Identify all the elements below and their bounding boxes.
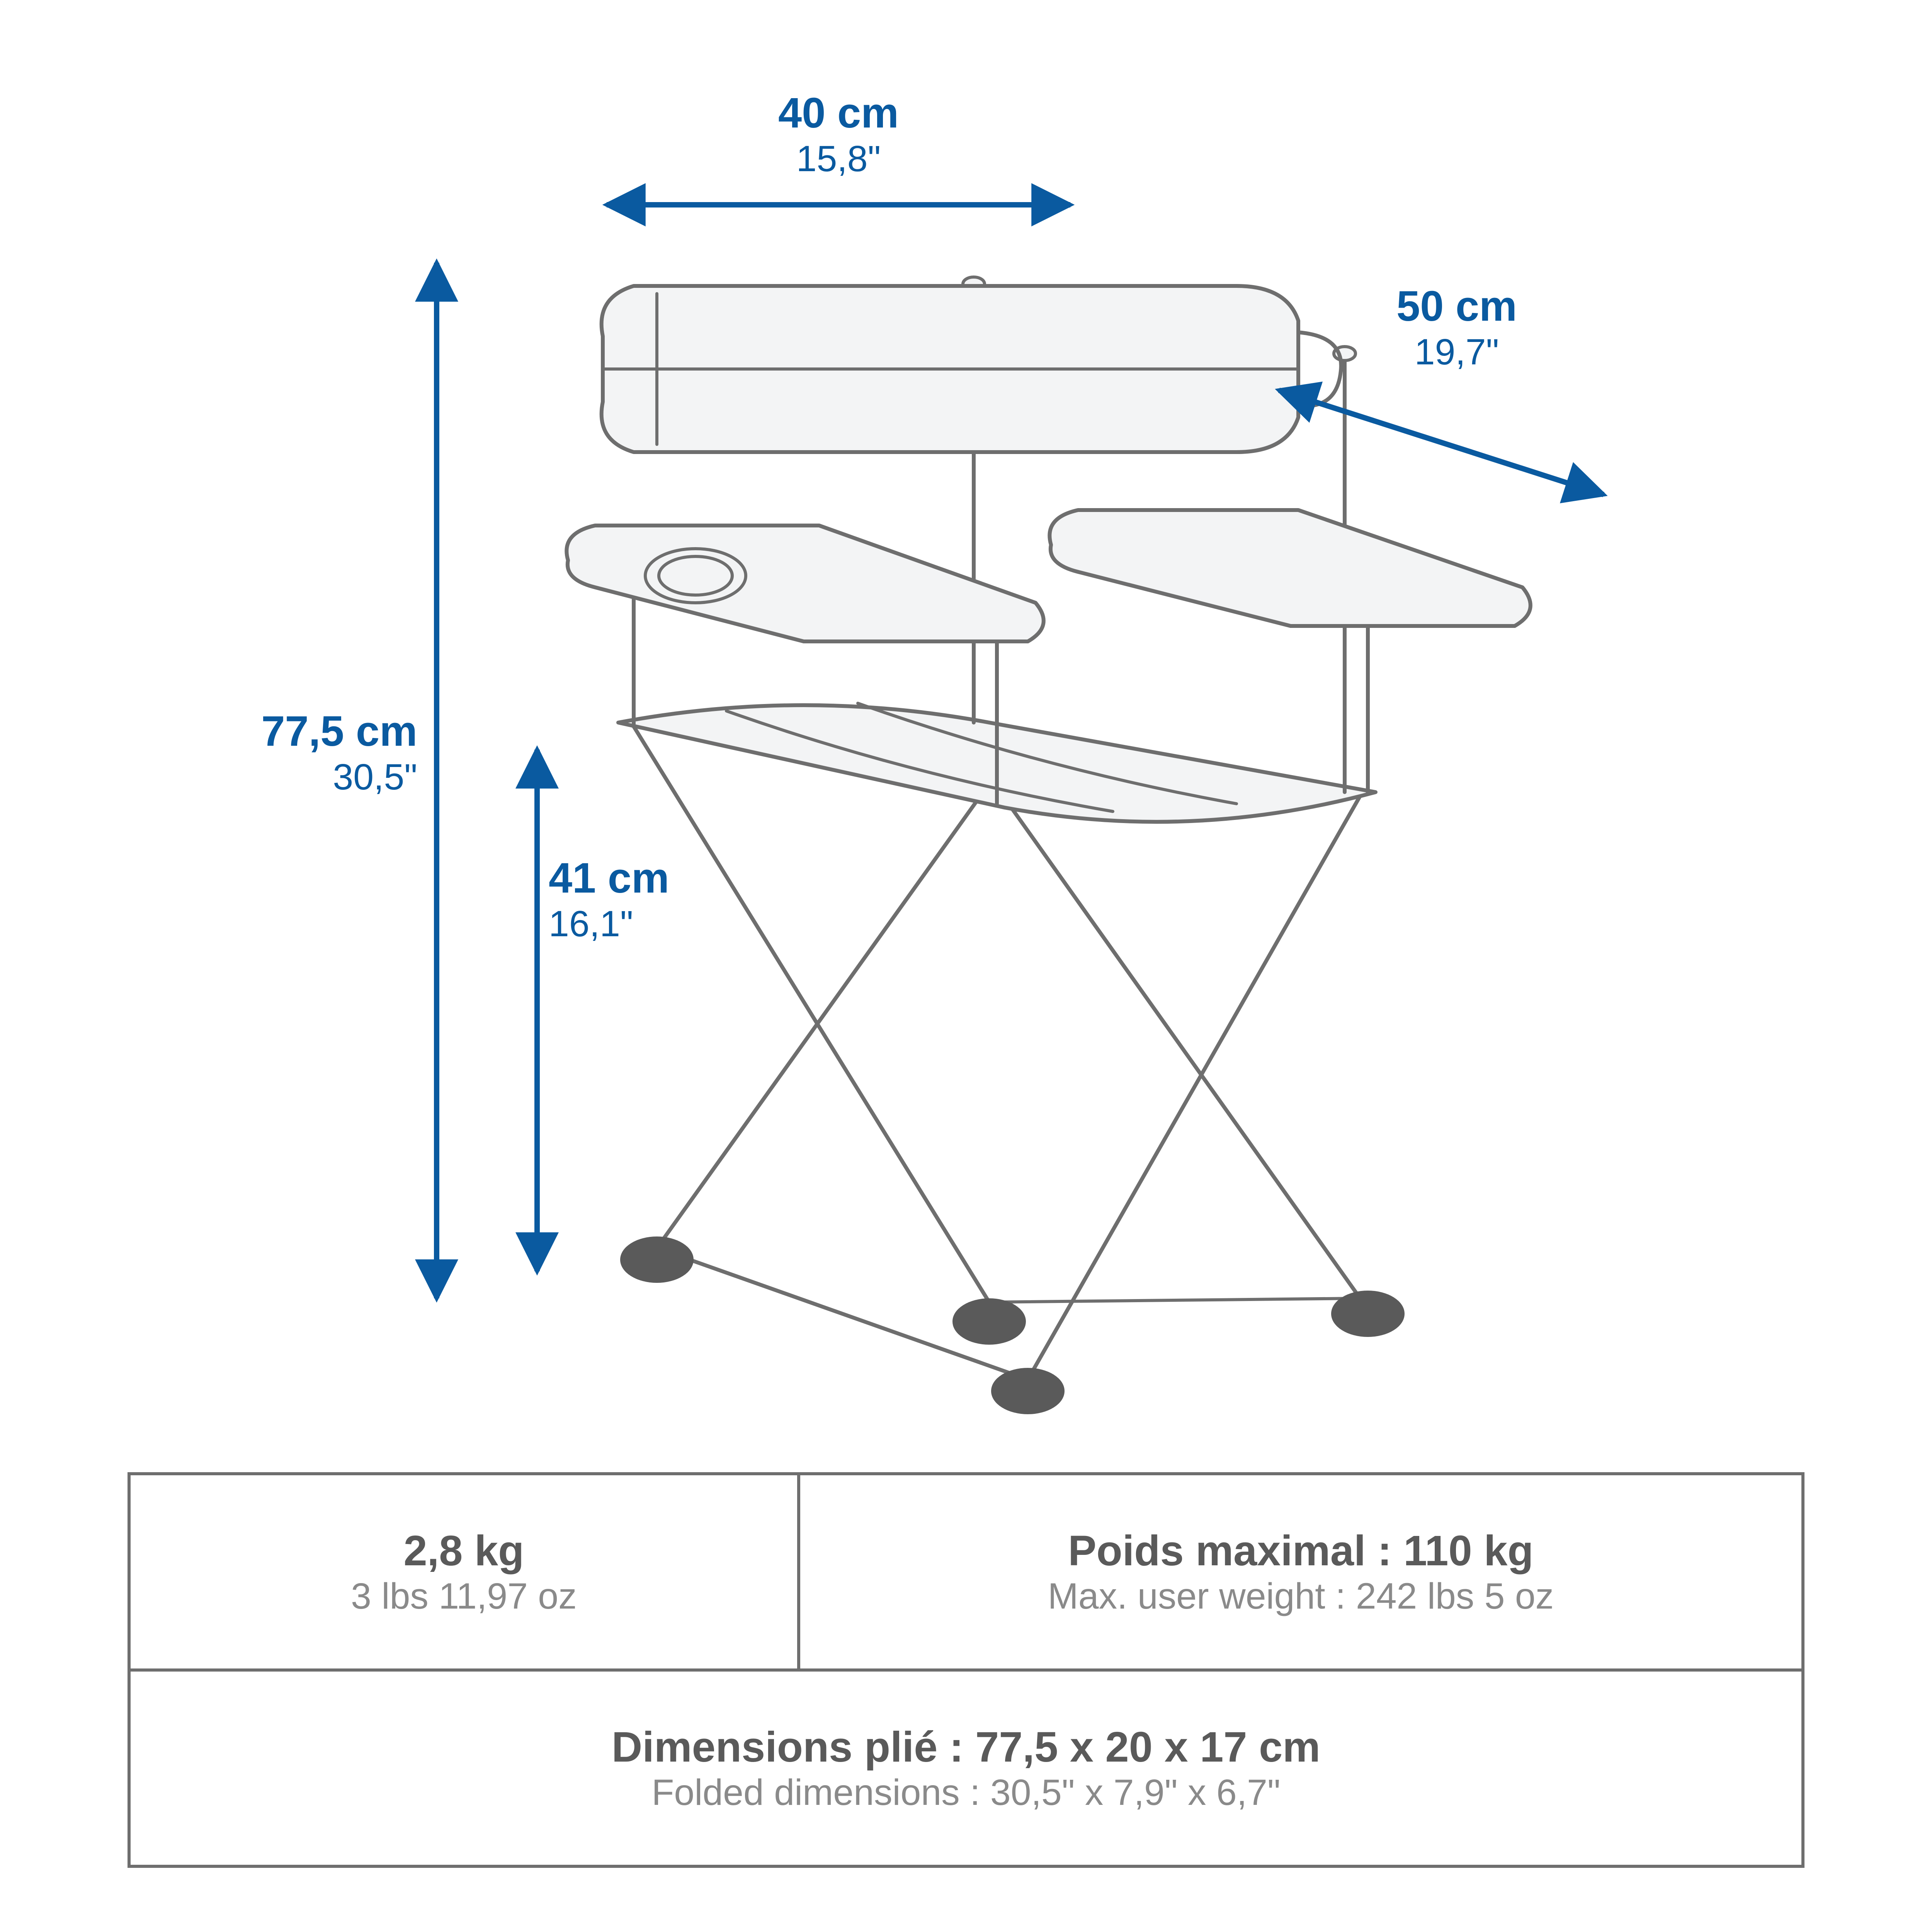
dim-width-top-cm: 40 cm <box>723 89 954 138</box>
dim-full-height-in: 30,5" <box>166 756 417 798</box>
spec-folded-secondary: Folded dimensions : 30,5" x 7,9" x 6,7" <box>142 1772 1790 1814</box>
spec-weight-primary: 2,8 kg <box>142 1526 786 1575</box>
spec-folded-primary: Dimensions plié : 77,5 x 20 x 17 cm <box>142 1723 1790 1772</box>
spec-weight-secondary: 3 lbs 11,97 oz <box>142 1575 786 1617</box>
dim-depth-right-in: 19,7" <box>1341 331 1573 373</box>
dim-width-top: 40 cm 15,8" <box>723 89 954 180</box>
diagram-canvas: 40 cm 15,8" 50 cm 19,7" 77,5 cm 30,5" 41… <box>0 0 1932 1932</box>
dim-depth-right-cm: 50 cm <box>1341 282 1573 331</box>
dim-seat-height: 41 cm 16,1" <box>549 854 781 945</box>
dim-seat-height-cm: 41 cm <box>549 854 781 903</box>
dim-full-height: 77,5 cm 30,5" <box>166 707 417 798</box>
spec-maxweight-secondary: Max. user weight : 242 lbs 5 oz <box>812 1575 1790 1617</box>
dim-width-top-in: 15,8" <box>723 138 954 180</box>
spec-maxweight-cell: Poids maximal : 110 kg Max. user weight … <box>799 1474 1803 1670</box>
spec-table: 2,8 kg 3 lbs 11,97 oz Poids maximal : 11… <box>128 1472 1804 1868</box>
spec-maxweight-primary: Poids maximal : 110 kg <box>812 1526 1790 1575</box>
dim-seat-height-in: 16,1" <box>549 903 781 945</box>
table-row: Dimensions plié : 77,5 x 20 x 17 cm Fold… <box>129 1670 1803 1866</box>
dim-full-height-cm: 77,5 cm <box>166 707 417 756</box>
dim-depth-right: 50 cm 19,7" <box>1341 282 1573 373</box>
table-row: 2,8 kg 3 lbs 11,97 oz Poids maximal : 11… <box>129 1474 1803 1670</box>
spec-folded-cell: Dimensions plié : 77,5 x 20 x 17 cm Fold… <box>129 1670 1803 1866</box>
spec-weight-cell: 2,8 kg 3 lbs 11,97 oz <box>129 1474 799 1670</box>
